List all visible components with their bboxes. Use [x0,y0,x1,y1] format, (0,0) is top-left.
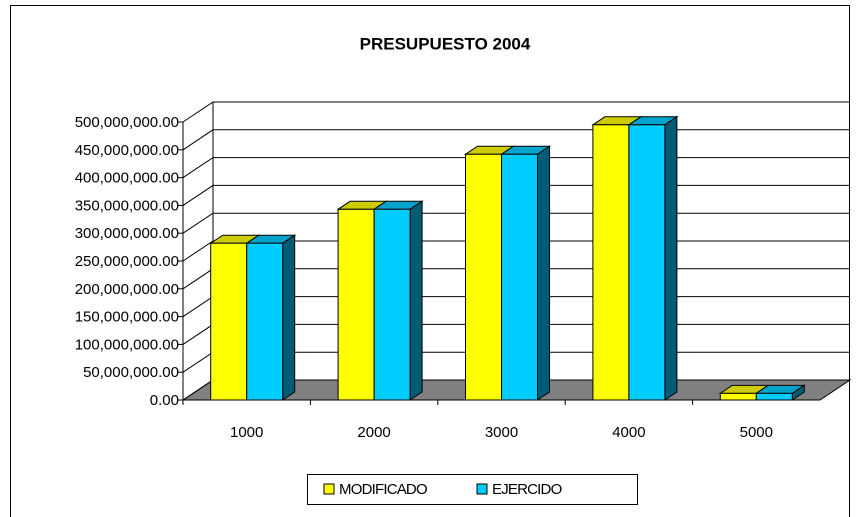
bar [373,208,411,401]
y-tick-label: 400,000,000.00 [75,170,179,187]
bar [592,124,630,401]
bar-side [664,115,678,401]
chart-title: PRESUPUESTO 2004 [360,34,531,53]
y-tick-label: 300,000,000.00 [75,225,179,242]
x-tick-label: 2000 [357,424,390,441]
x-tick-label: 4000 [612,424,645,441]
bar [628,124,666,401]
y-tick-label: 50,000,000.00 [83,364,179,381]
y-tick-label: 450,000,000.00 [75,142,179,159]
bar [337,208,375,401]
bar-side [409,200,423,401]
legend-swatch [323,483,335,495]
y-tick-label: 150,000,000.00 [75,309,179,326]
bar-side [537,145,550,401]
legend-label: MODIFICADO [339,481,427,498]
x-tick-label: 3000 [485,424,518,441]
bar [719,392,757,401]
x-tick-label: 5000 [740,424,773,441]
bar-side [282,234,296,401]
y-tick-label: 350,000,000.00 [75,197,179,214]
y-tick-label: 250,000,000.00 [75,253,179,270]
chart-border [10,5,850,517]
legend-box [307,474,638,505]
y-tick-label: 500,000,000.00 [75,114,179,131]
bar [210,242,248,401]
legend-label: EJERCIDO [492,481,562,498]
bar [755,392,793,401]
y-tick-label: 0.00 [150,392,179,409]
bar [246,242,284,401]
bar [465,153,502,401]
bar [501,153,538,401]
y-tick-label: 200,000,000.00 [75,281,179,298]
legend-swatch [476,483,488,495]
y-tick-label: 100,000,000.00 [75,336,179,353]
x-tick-label: 1000 [230,424,263,441]
